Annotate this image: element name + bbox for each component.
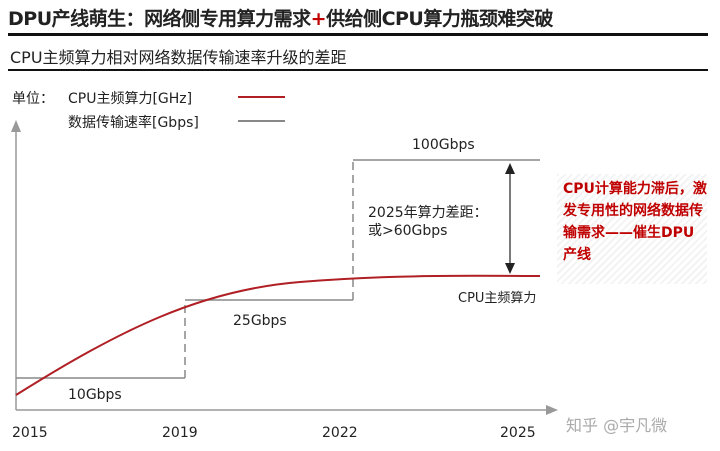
callout-text: CPU计算能力滞后，激发专用性的网络数据传输需求——催生DPU产线 (563, 181, 707, 263)
x-axis-arrow-icon (546, 405, 558, 415)
x-tick-2015: 2015 (12, 425, 48, 441)
legend-rate-label: 数据传输速率[Gbps] (68, 115, 199, 131)
page-title: DPU产线萌生：网络侧专用算力需求+供给侧CPU算力瓶颈难突破 (8, 8, 553, 30)
gap-annotation-line1: 2025年算力差距： (368, 205, 488, 221)
gap-arrow-up-icon (505, 163, 515, 174)
step-label-10: 10Gbps (68, 387, 122, 403)
step-label-25: 25Gbps (233, 313, 287, 329)
subtitle-divider (8, 69, 708, 71)
watermark: 知乎 @宇凡微 (566, 416, 668, 435)
y-axis-arrow-icon (11, 120, 21, 132)
cpu-series-line (15, 274, 541, 396)
step-label-100: 100Gbps (412, 137, 475, 153)
x-tick-2022: 2022 (322, 425, 358, 441)
legend-cpu-label: CPU主频算力[GHz] (68, 91, 193, 107)
gap-annotation-line2: 或>60Gbps (368, 223, 448, 239)
title-divider (8, 33, 708, 36)
gap-arrow-down-icon (505, 263, 515, 274)
legend-prefix: 单位： (12, 91, 54, 107)
callout-box: CPU计算能力滞后，激发专用性的网络数据传输需求——催生DPU产线 (557, 174, 707, 284)
x-tick-2019: 2019 (162, 425, 198, 441)
chart-subtitle: CPU主频算力相对网络数据传输速率升级的差距 (10, 48, 347, 67)
x-tick-2025: 2025 (500, 425, 536, 441)
cpu-series-label: CPU主频算力 (458, 291, 537, 306)
